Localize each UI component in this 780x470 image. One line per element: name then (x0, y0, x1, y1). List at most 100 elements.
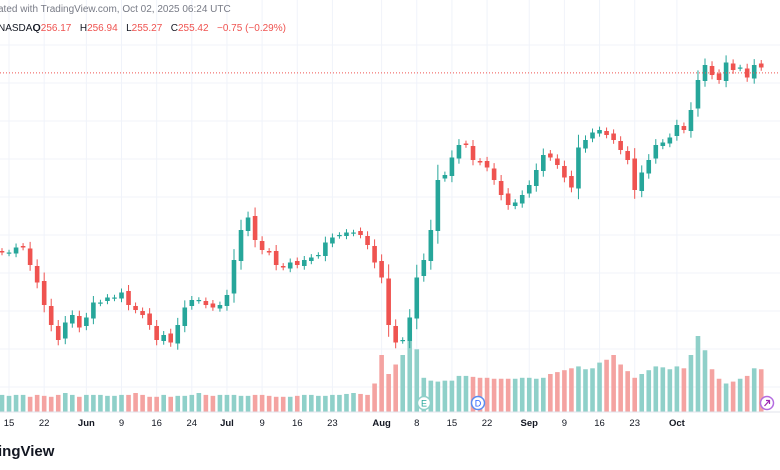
volume-bar (196, 393, 202, 412)
candle-body (98, 302, 103, 304)
candle-body (456, 145, 462, 159)
ohlc-readout: O256.17 H256.94 L255.27 C255.42 −0.75 (−… (33, 18, 286, 35)
volume-bar (583, 369, 588, 412)
candle-body (365, 236, 370, 245)
volume-bar (245, 395, 251, 412)
candle-body (196, 300, 202, 302)
candle-body (34, 266, 40, 283)
volume-bar (48, 396, 54, 412)
candle-body (751, 65, 757, 79)
volume-bar (604, 359, 609, 412)
volume-bar (688, 355, 694, 412)
volume-bar (372, 383, 377, 412)
flag-icon[interactable] (759, 395, 775, 411)
volume-bar (84, 394, 89, 412)
volume-bar (702, 350, 708, 412)
volume-bar (27, 396, 33, 412)
volume-bar (646, 370, 652, 412)
x-tick-label: Oct (669, 418, 686, 429)
volume-bar (660, 367, 666, 412)
volume-bar (393, 364, 398, 412)
candle-body (358, 231, 363, 235)
volume-bar (435, 381, 441, 412)
volume-bar (695, 336, 701, 412)
high-label: H (80, 23, 87, 34)
high-value: 256.94 (87, 23, 118, 34)
volume-bar (70, 394, 75, 412)
volume-bar (189, 394, 195, 412)
candle-body (688, 110, 694, 131)
volume-bar (210, 395, 216, 412)
volume-bar (491, 378, 497, 412)
volume-bar (294, 395, 300, 412)
candle-body (414, 277, 420, 319)
candle-body (646, 160, 652, 174)
candle-body (386, 278, 391, 325)
volume-bar (576, 366, 581, 412)
candle-body (632, 158, 637, 190)
low-value: 255.27 (132, 23, 163, 34)
volume-bar (407, 340, 413, 412)
candle-body (723, 62, 729, 81)
candle-body (667, 137, 673, 144)
candle-body (154, 326, 159, 340)
volume-bar (562, 370, 567, 412)
candle-body (505, 193, 511, 205)
candle-body (470, 146, 476, 160)
candle-body (48, 306, 54, 325)
low-label: L (126, 23, 132, 34)
candle-body (695, 80, 701, 109)
candle-body (323, 242, 328, 256)
volume-bar (301, 394, 307, 412)
candle-body (203, 301, 209, 305)
volume-bar (498, 378, 504, 412)
candle-body (13, 247, 19, 254)
volume-bar (41, 395, 47, 412)
x-tick-label: Aug (372, 418, 391, 429)
candle-body (428, 230, 434, 261)
volume-bar (62, 393, 68, 412)
volume-bar (569, 368, 574, 412)
x-tick-label: 22 (482, 418, 493, 429)
x-axis: 15 22 Jun 9 16 24 Jul 9 16 23 Aug 8 15 22 Sep 9 16 23 Oct (0, 411, 780, 429)
tradingview-logo: ingView (0, 443, 55, 460)
volume-bar (330, 394, 335, 412)
volume-bar (449, 380, 455, 412)
candle-body (344, 232, 349, 236)
candle-body (400, 340, 406, 342)
volume-bar (217, 394, 223, 412)
candles (0, 55, 764, 350)
volume-bar (400, 355, 406, 412)
candle-body (372, 246, 377, 263)
volume-bar (133, 393, 138, 412)
dividend-marker[interactable]: D (470, 395, 486, 411)
candle-body (674, 125, 680, 136)
volume-bar (611, 355, 616, 412)
volume-bar (91, 394, 96, 412)
volume-bar (273, 396, 279, 412)
volume-bar (224, 394, 230, 412)
candle-body (70, 315, 75, 324)
candle-body (484, 161, 490, 168)
candle-body (604, 131, 609, 135)
volume-bar (203, 394, 209, 412)
volume-bar (119, 394, 124, 412)
open-value: 256.17 (41, 23, 72, 34)
volume-bar (667, 369, 673, 412)
volume-bar (98, 394, 103, 412)
x-tick-label: Jun (78, 418, 95, 429)
volume-bar (526, 377, 532, 412)
candle-body (562, 166, 567, 178)
volume-bar (0, 394, 5, 412)
volume-bar (505, 378, 511, 412)
x-tick-label: 24 (187, 418, 198, 429)
volume-bar (161, 394, 166, 412)
volume-bar (463, 375, 469, 412)
x-tick-label: 16 (292, 418, 303, 429)
earnings-marker[interactable]: E (416, 395, 432, 411)
candle-body (583, 140, 588, 149)
volume-bar (751, 368, 757, 412)
volume-bar (442, 380, 448, 412)
candle-body (175, 325, 181, 344)
